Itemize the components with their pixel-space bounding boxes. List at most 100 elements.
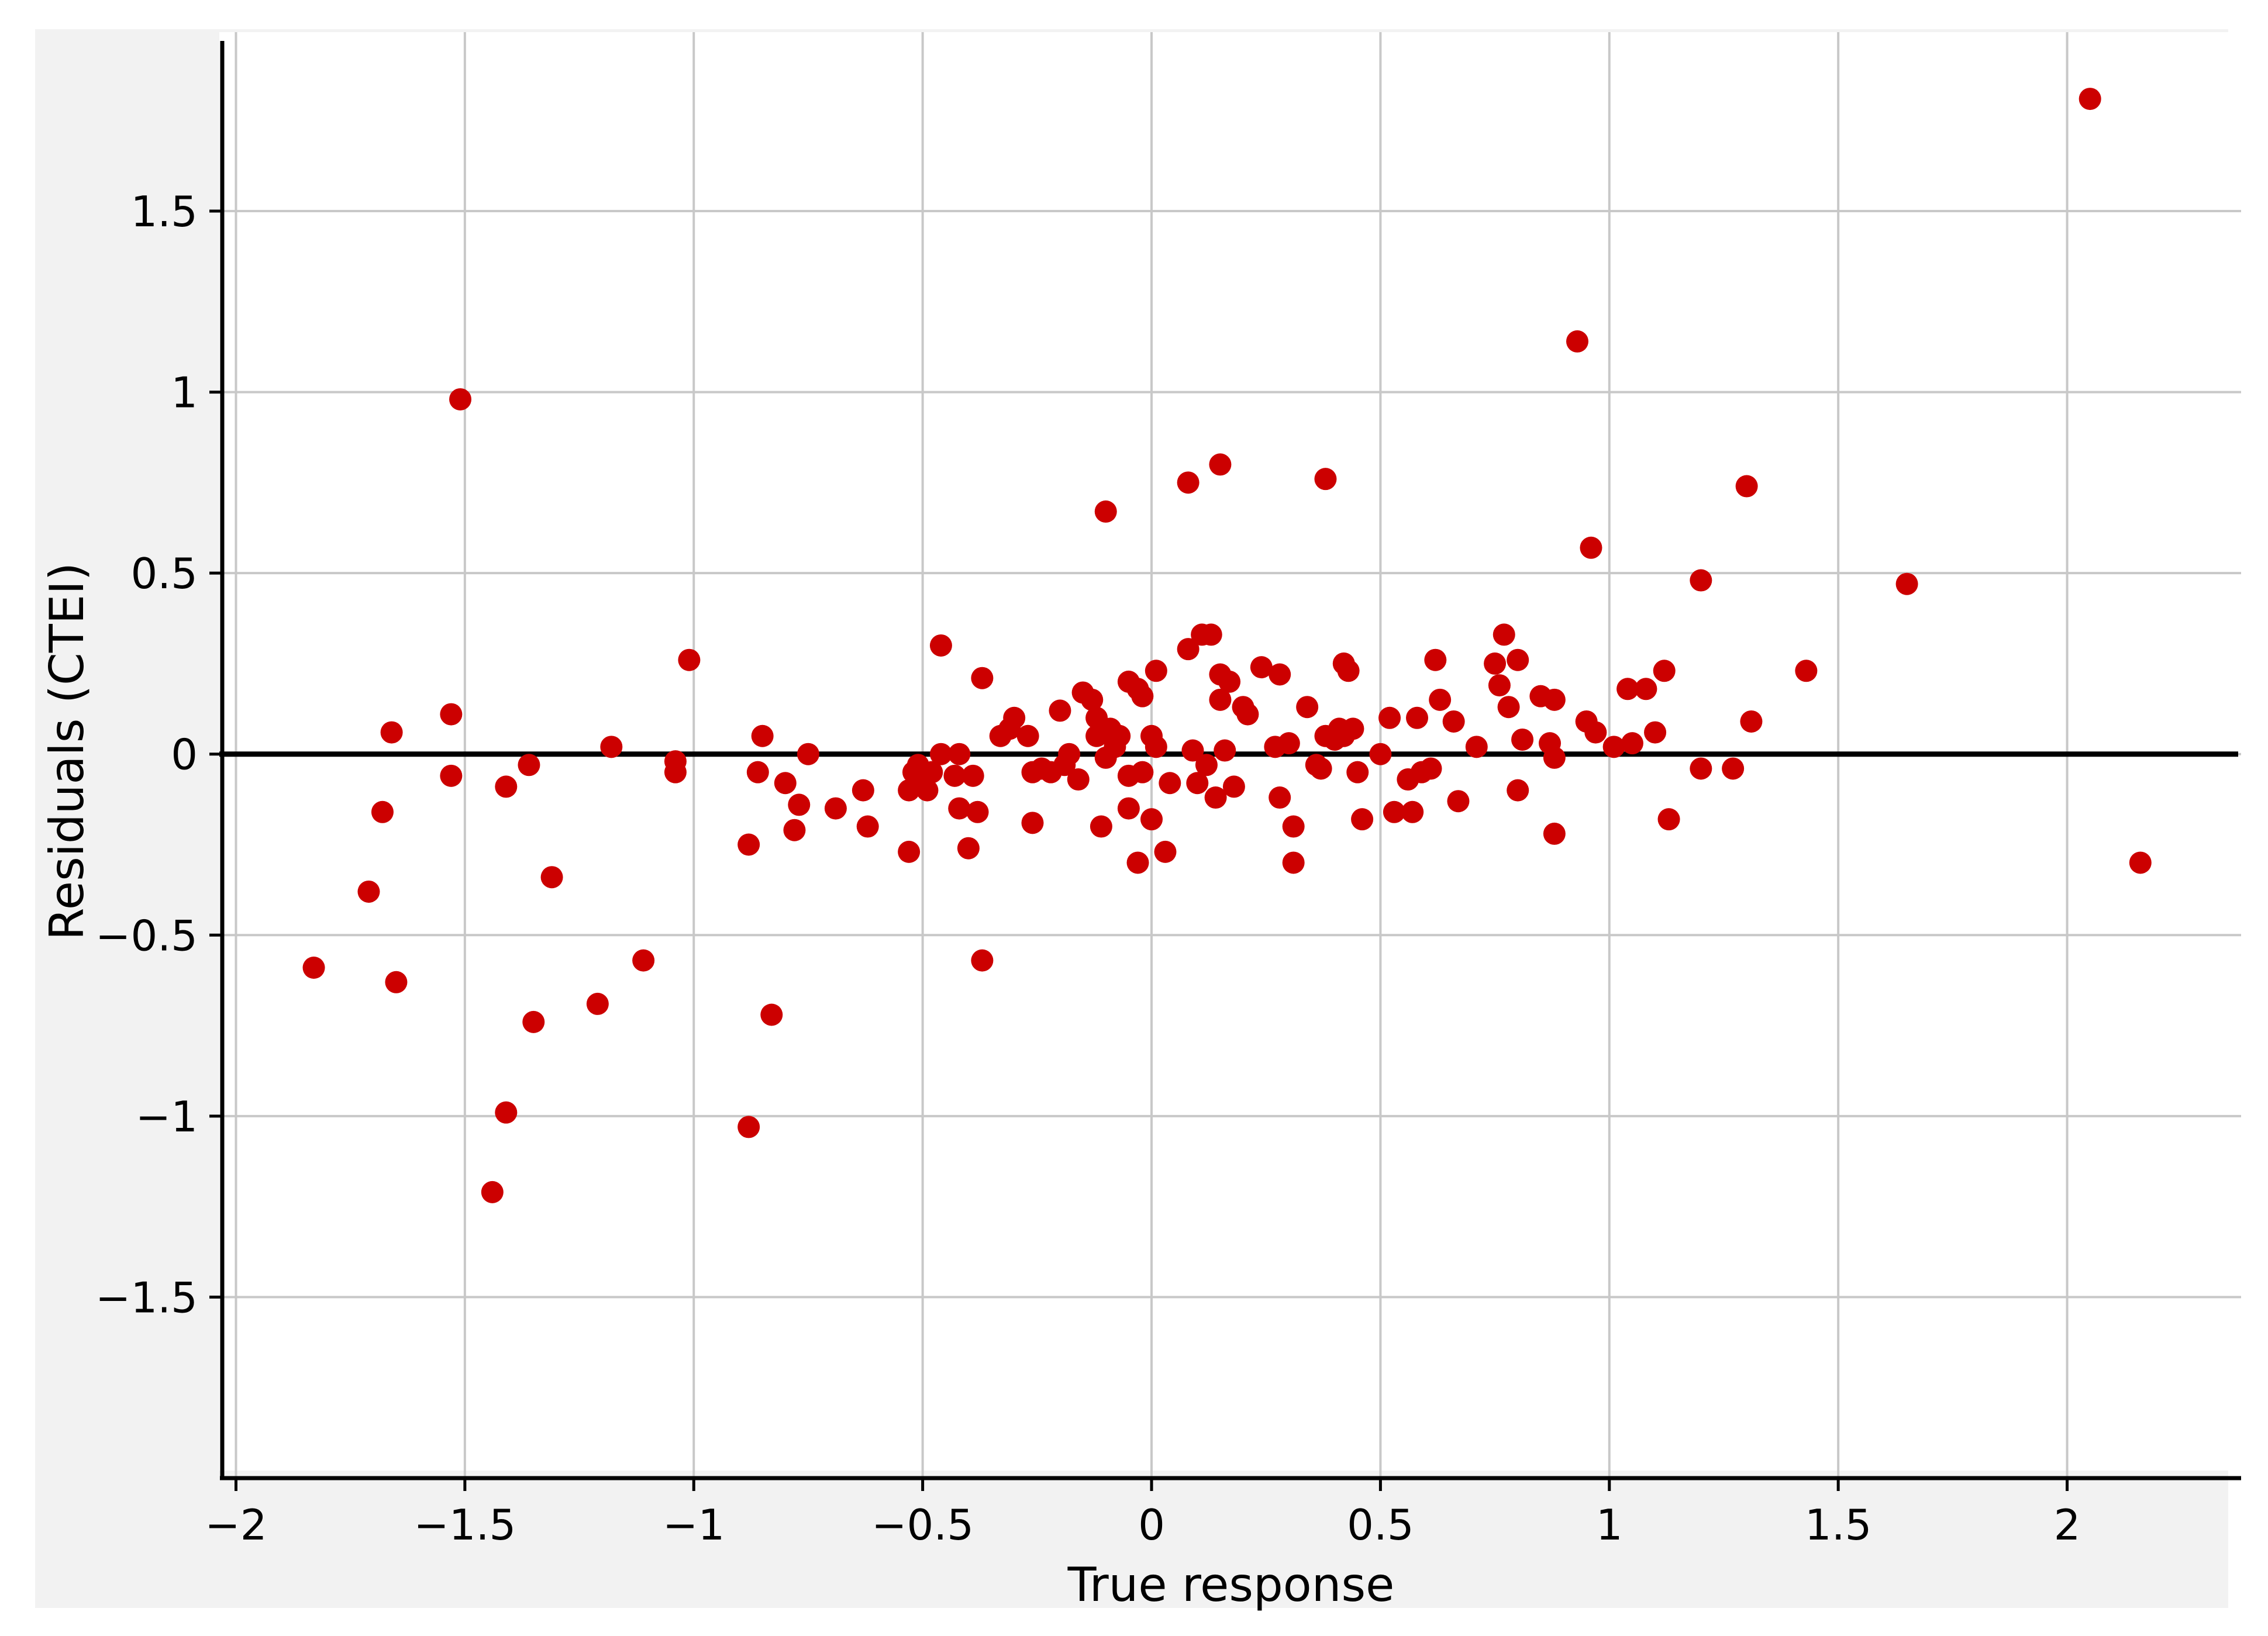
data-point [1003, 706, 1026, 729]
y-tick-label: 1 [171, 368, 198, 417]
data-point [1049, 699, 1071, 722]
data-point [1429, 688, 1452, 711]
data-point [540, 866, 563, 889]
data-point [1131, 685, 1154, 707]
data-point [1337, 660, 1360, 682]
x-tick-label: −1 [663, 1500, 725, 1549]
data-point [1131, 761, 1154, 784]
data-point [1200, 623, 1222, 646]
x-tick-label: 1 [1596, 1500, 1623, 1549]
data-point [1447, 790, 1470, 813]
data-point [788, 793, 811, 816]
data-point [1690, 569, 1712, 592]
data-point [371, 800, 394, 823]
data-point [1108, 724, 1131, 747]
data-point [1566, 330, 1588, 353]
data-point [678, 648, 701, 671]
data-point [1543, 822, 1566, 845]
data-point [1195, 754, 1218, 776]
x-tick-label: −1.5 [413, 1500, 516, 1549]
data-point [929, 634, 952, 657]
data-point [1511, 728, 1534, 751]
data-point [1342, 717, 1364, 740]
data-point [1895, 572, 1918, 595]
data-point [600, 736, 623, 758]
data-point [1653, 660, 1676, 682]
data-point [302, 957, 325, 979]
data-point [1204, 786, 1227, 809]
y-tick-labels: −1.5 −1 −0.5 0 0.5 1 1.5 [95, 187, 222, 1322]
data-point [1616, 678, 1639, 700]
data-point [1058, 743, 1081, 765]
data-point [2129, 851, 2152, 874]
data-point [1250, 656, 1273, 679]
data-point [2079, 88, 2101, 111]
data-point [1401, 800, 1424, 823]
data-point [1282, 851, 1305, 874]
data-point [971, 949, 994, 972]
x-tick-label: 0 [1138, 1500, 1165, 1549]
data-points [302, 88, 2152, 1203]
data-point [1277, 732, 1300, 755]
data-point [1406, 706, 1429, 729]
data-point [1465, 736, 1488, 758]
data-point [746, 761, 769, 784]
data-point [586, 992, 609, 1015]
data-point [1090, 815, 1112, 838]
data-point [961, 764, 984, 787]
data-point [1442, 710, 1465, 733]
data-point [1159, 772, 1181, 795]
y-tick-label: −1.5 [95, 1273, 198, 1322]
data-point [948, 743, 971, 765]
data-point [971, 667, 994, 689]
y-tick-label: −0.5 [95, 911, 198, 960]
data-point [1177, 471, 1200, 494]
data-point [1507, 779, 1529, 802]
data-point [1309, 757, 1332, 780]
data-point [1584, 721, 1607, 744]
data-point [1602, 736, 1625, 758]
data-point [1222, 775, 1245, 798]
x-tick-label: 0.5 [1347, 1500, 1414, 1549]
data-point [440, 703, 463, 726]
y-axis-title: Residuals (CTEI) [40, 562, 94, 940]
data-point [1117, 797, 1140, 820]
data-point [1484, 652, 1507, 675]
data-point [440, 764, 463, 787]
data-point [1378, 706, 1401, 729]
data-point [1209, 688, 1232, 711]
data-point [357, 880, 380, 903]
data-point [1351, 808, 1374, 831]
data-point [737, 1116, 760, 1138]
data-point [1424, 648, 1447, 671]
data-point [1296, 696, 1319, 719]
data-point [1214, 739, 1236, 762]
data-point [1621, 732, 1643, 755]
data-point [929, 743, 952, 765]
data-point [1209, 453, 1232, 476]
x-tick-label: −0.5 [871, 1500, 974, 1549]
data-point [1177, 638, 1200, 661]
data-point [1722, 757, 1745, 780]
data-point [1154, 840, 1177, 863]
data-point [1186, 772, 1209, 795]
data-point [1269, 663, 1291, 686]
data-point [783, 819, 806, 841]
data-point [1383, 800, 1405, 823]
data-point [380, 721, 403, 744]
data-point [1657, 808, 1680, 831]
data-point [518, 754, 540, 776]
data-point [948, 797, 971, 820]
data-point [751, 724, 774, 747]
data-point [522, 1010, 545, 1033]
data-point [737, 833, 760, 856]
data-point [495, 1101, 518, 1124]
data-point [664, 750, 687, 773]
data-point [1369, 743, 1392, 765]
data-point [1497, 696, 1520, 719]
data-point [1690, 757, 1712, 780]
data-point [1269, 786, 1291, 809]
data-point [921, 761, 943, 784]
data-point [1218, 670, 1241, 693]
